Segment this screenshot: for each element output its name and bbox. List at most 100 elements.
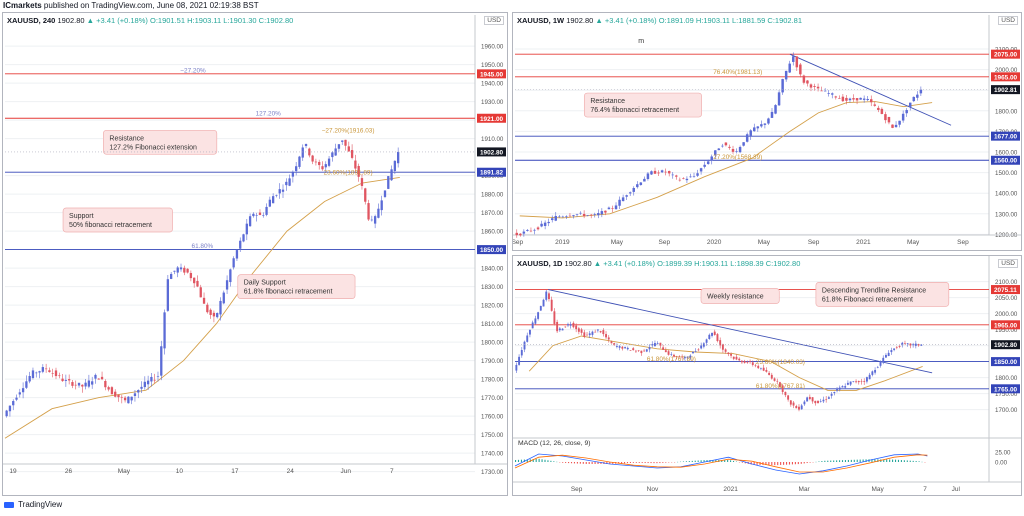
fib-label: 76.40%(1981.13) <box>713 69 762 76</box>
fib-label: 61.80% <box>192 243 214 250</box>
candle-body <box>830 393 833 396</box>
candle-body <box>920 344 923 346</box>
macd-histogram-bar <box>712 460 714 462</box>
macd-histogram-bar <box>856 459 858 462</box>
candle-body <box>278 189 281 194</box>
y-tick-label: 1840.00 <box>481 266 504 273</box>
macd-histogram-bar <box>800 462 802 464</box>
chart-panel-1d[interactable]: XAUUSD, 1D 1902.80 ▲ +3.41 (+0.18%) O:18… <box>512 255 1022 496</box>
macd-histogram-bar <box>803 462 805 464</box>
level-price-tag <box>477 69 506 79</box>
candle-body <box>890 350 893 353</box>
macd-histogram-bar <box>547 460 549 462</box>
macd-histogram-bar <box>535 458 537 462</box>
chart-panel-4h[interactable]: XAUUSD, 240 1902.80 ▲ +3.41 (+0.18%) O:1… <box>2 12 508 496</box>
macd-histogram-bar <box>918 461 920 462</box>
chart-panel-1w[interactable]: XAUUSD, 1W 1902.80 ▲ +3.41 (+0.18%) O:18… <box>512 12 1022 251</box>
candle-body <box>833 392 836 394</box>
macd-histogram-bar <box>550 460 552 462</box>
candle-body <box>107 387 110 390</box>
y-tick-label: 1600.00 <box>995 150 1018 157</box>
macd-histogram-bar <box>821 461 823 462</box>
x-tick-label: May <box>871 486 884 493</box>
macd-histogram-bar <box>903 460 905 462</box>
candle-body <box>540 223 543 227</box>
y-tick-label: 2000.00 <box>995 67 1018 74</box>
macd-histogram-bar <box>526 459 528 462</box>
macd-histogram-bar <box>753 462 755 465</box>
currency-badge[interactable]: USD <box>998 259 1018 268</box>
candle-body <box>692 351 694 354</box>
candle-body <box>591 331 594 335</box>
candle-body <box>806 397 809 402</box>
x-tick-label: Sep <box>957 239 969 246</box>
candle-body <box>670 354 673 355</box>
candle-body <box>813 86 816 87</box>
legend-last: 1902.80 <box>57 16 85 25</box>
candle-body <box>81 384 84 387</box>
x-tick-label: Mar <box>799 486 811 493</box>
candle-body <box>565 216 568 217</box>
macd-histogram-bar <box>892 459 894 462</box>
candle-body <box>567 324 569 326</box>
candle-body <box>806 80 809 84</box>
macd-histogram-bar <box>618 462 620 464</box>
fib-label: 61.80%(1767.81) <box>756 383 805 390</box>
candle-body <box>539 305 542 311</box>
x-tick-label: 2019 <box>555 239 570 246</box>
trendline <box>789 53 952 126</box>
macd-histogram-bar <box>894 459 897 462</box>
macd-histogram-bar <box>897 459 900 462</box>
currency-badge[interactable]: USD <box>998 16 1018 25</box>
chart-canvas-1d[interactable]: 2100.002050.002000.001950.001900.001800.… <box>513 256 1021 495</box>
x-tick-label: 2021 <box>723 486 738 493</box>
fib-label: 27.20%(1568.39) <box>713 154 762 161</box>
candle-body <box>719 340 722 346</box>
candle-body <box>754 365 757 367</box>
macd-histogram-bar <box>765 462 767 466</box>
candle-body <box>91 381 94 385</box>
chart-canvas-1w[interactable]: 2100.002000.001900.001800.001700.001600.… <box>513 13 1021 250</box>
macd-histogram-bar <box>833 460 835 462</box>
candle-body <box>397 151 400 164</box>
candle-body <box>904 343 906 344</box>
candle-body <box>196 280 199 287</box>
legend-last: 1902.80 <box>566 16 594 25</box>
candle-body <box>919 89 923 94</box>
macd-histogram-bar <box>791 462 793 465</box>
candle-body <box>308 148 311 156</box>
y-tick-label: 1860.00 <box>481 229 504 236</box>
legend-symbol: XAUUSD, 1D <box>517 259 563 268</box>
annotation-text: Descending Trendline Resistance <box>822 287 926 294</box>
chart-canvas-4h[interactable]: 1960.001950.001940.001930.001920.001910.… <box>3 13 507 495</box>
y-tick-label: 1790.00 <box>481 358 504 365</box>
candle-body <box>594 331 597 333</box>
candle-body <box>21 388 25 393</box>
candle-body <box>554 215 558 221</box>
candle-body <box>383 190 387 197</box>
x-tick-label: 17 <box>231 468 239 475</box>
candle-body <box>15 397 18 400</box>
candle-body <box>700 345 703 349</box>
currency-badge[interactable]: USD <box>484 16 504 25</box>
macd-histogram-bar <box>732 460 735 462</box>
candle-body <box>798 406 800 410</box>
candle-body <box>542 299 545 307</box>
candle-body <box>596 329 599 331</box>
x-tick-label: 10 <box>176 468 184 475</box>
candle-body <box>380 200 383 211</box>
y-tick-label: 1750.00 <box>995 391 1018 398</box>
candle-body <box>738 358 741 361</box>
tradingview-footer[interactable]: TradingView <box>4 500 62 509</box>
candle-body <box>569 324 572 326</box>
candle-body <box>667 170 671 174</box>
candle-body <box>799 64 802 75</box>
macd-histogram-bar <box>774 462 776 466</box>
candle-body <box>694 351 697 352</box>
macd-histogram-bar <box>750 462 752 465</box>
candle-body <box>634 350 637 352</box>
candle-body <box>311 155 314 162</box>
annotation-text: 127.2% Fibonacci extension <box>109 144 197 151</box>
level-price-label: 1765.00 <box>994 386 1018 393</box>
level-price-label: 1850.00 <box>994 359 1018 366</box>
